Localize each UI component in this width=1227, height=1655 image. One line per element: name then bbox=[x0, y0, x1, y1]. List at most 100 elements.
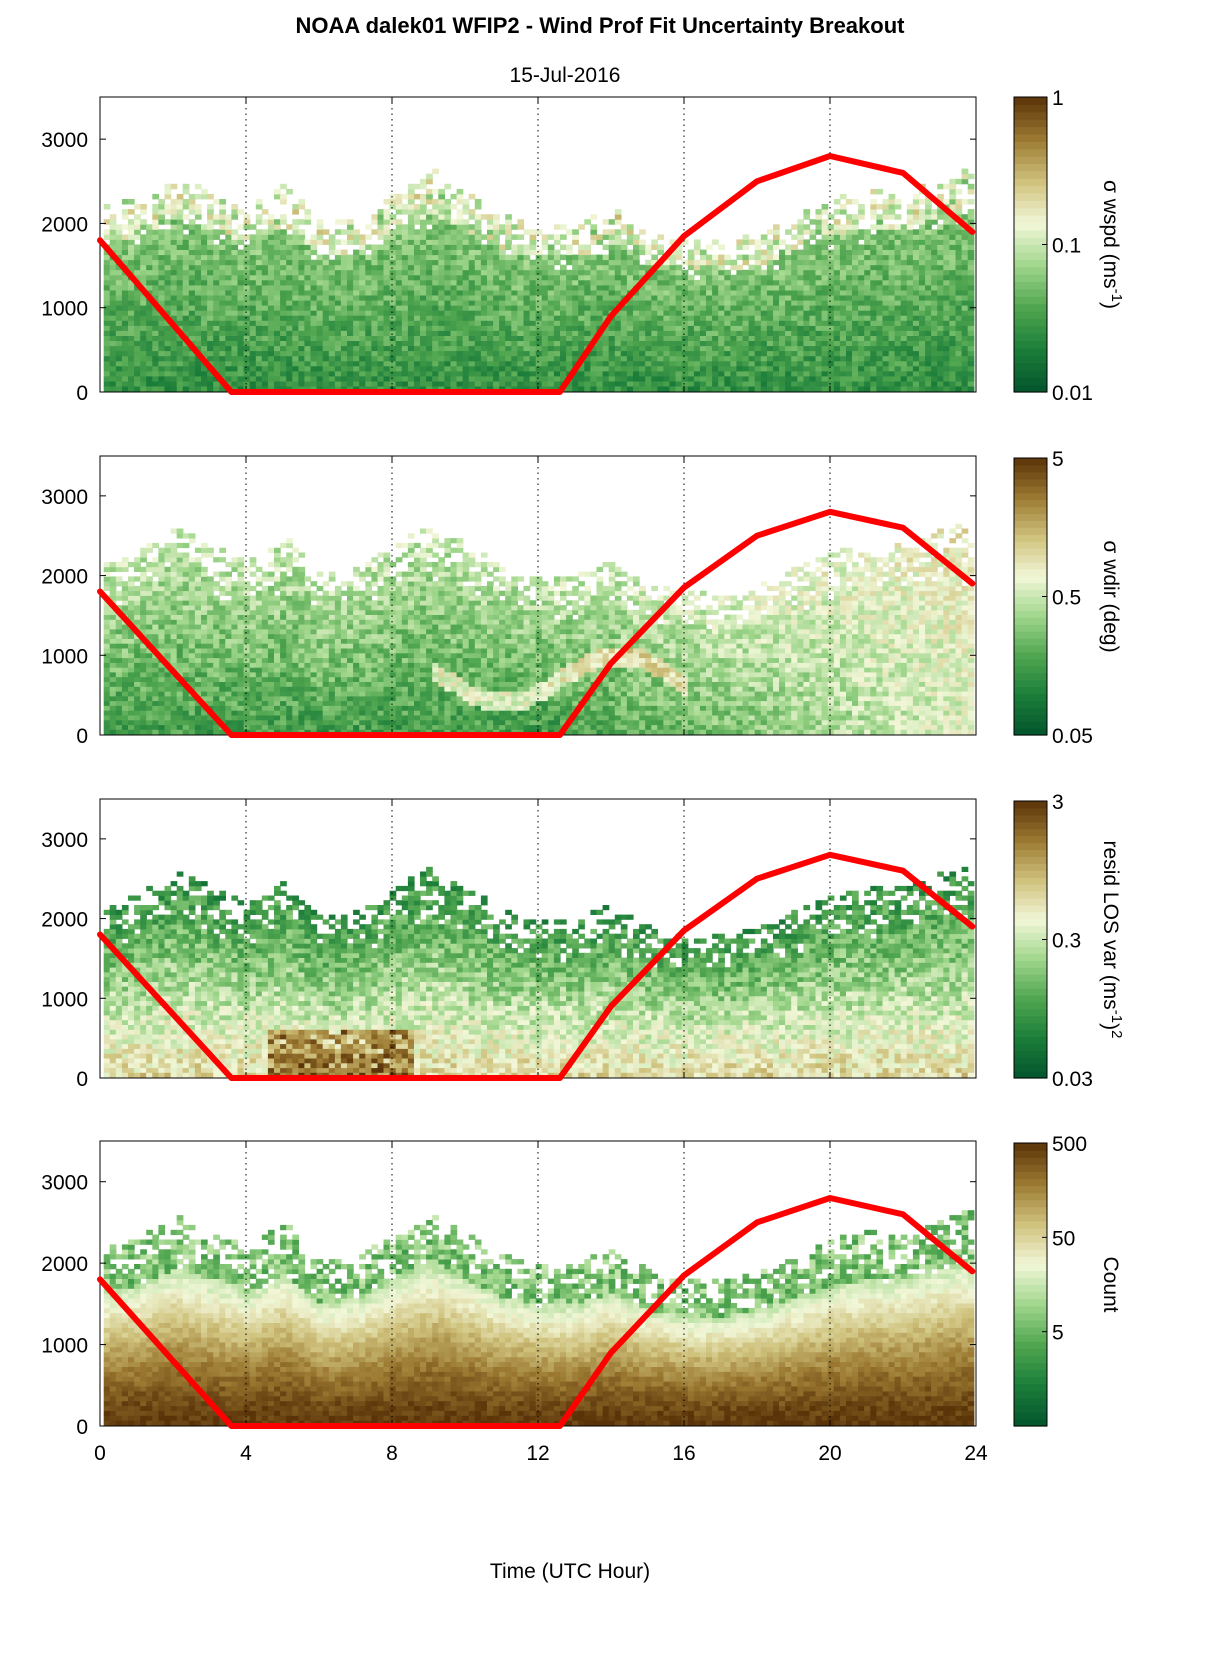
heatmap-cell bbox=[547, 370, 555, 377]
heatmap-cell bbox=[365, 340, 372, 347]
heatmap-cell bbox=[693, 360, 701, 367]
heatmap-cell bbox=[128, 370, 135, 377]
heatmap-cell bbox=[407, 234, 415, 240]
heatmap-cell bbox=[736, 254, 744, 261]
heatmap-cell bbox=[219, 285, 226, 291]
heatmap-cell bbox=[961, 350, 969, 357]
heatmap-cell bbox=[280, 340, 287, 347]
heatmap-cell bbox=[919, 254, 926, 261]
heatmap-cell bbox=[773, 386, 780, 392]
heatmap-cell bbox=[614, 239, 622, 245]
heatmap-cell bbox=[292, 300, 299, 306]
heatmap-cell bbox=[626, 320, 634, 326]
heatmap-cell bbox=[371, 345, 379, 352]
heatmap-cell bbox=[115, 724, 123, 730]
heatmap-cell bbox=[505, 279, 512, 286]
heatmap-cell bbox=[547, 254, 555, 261]
heatmap-cell bbox=[876, 229, 884, 235]
heatmap-cell bbox=[773, 274, 780, 281]
heatmap-cell bbox=[243, 305, 251, 311]
heatmap-cell bbox=[152, 340, 159, 347]
heatmap-cell bbox=[225, 274, 232, 281]
heatmap-cell bbox=[182, 254, 190, 261]
heatmap-cell bbox=[766, 370, 774, 377]
heatmap-cell bbox=[870, 320, 877, 326]
heatmap-cell bbox=[462, 365, 470, 372]
heatmap-cell bbox=[517, 310, 525, 316]
heatmap-cell bbox=[207, 269, 214, 276]
heatmap-cell bbox=[754, 254, 762, 261]
heatmap-cell bbox=[766, 290, 774, 296]
heatmap-cell bbox=[724, 269, 731, 276]
heatmap-cell bbox=[359, 370, 366, 377]
heatmap-cell bbox=[718, 340, 725, 347]
heatmap-cell bbox=[231, 320, 239, 326]
heatmap-cell bbox=[219, 229, 226, 235]
heatmap-cell bbox=[456, 193, 464, 200]
heatmap-cell bbox=[906, 381, 914, 387]
heatmap-cell bbox=[280, 305, 287, 311]
heatmap-cell bbox=[833, 350, 841, 357]
heatmap-cell bbox=[730, 345, 738, 352]
heatmap-cell bbox=[462, 315, 470, 321]
heatmap-cell bbox=[115, 562, 123, 568]
heatmap-cell bbox=[480, 315, 488, 321]
heatmap-cell bbox=[858, 320, 865, 326]
heatmap-cell bbox=[864, 360, 871, 367]
heatmap-cell bbox=[274, 234, 281, 240]
heatmap-cell bbox=[736, 279, 744, 286]
heatmap-cell bbox=[699, 300, 707, 306]
heatmap-cell bbox=[207, 274, 214, 281]
heatmap-cell bbox=[541, 370, 549, 377]
heatmap-cell bbox=[188, 330, 196, 336]
heatmap-cell bbox=[328, 315, 336, 321]
heatmap-cell bbox=[182, 350, 190, 357]
heatmap-cell bbox=[456, 305, 464, 311]
heatmap-cell bbox=[146, 254, 153, 261]
heatmap-cell bbox=[121, 376, 129, 382]
heatmap-cell bbox=[371, 244, 379, 250]
heatmap-cell bbox=[687, 345, 695, 352]
heatmap-cell bbox=[900, 229, 908, 235]
heatmap-cell bbox=[566, 325, 573, 331]
heatmap-cell bbox=[760, 290, 768, 296]
heatmap-cell bbox=[773, 290, 780, 296]
heatmap-cell bbox=[328, 376, 336, 382]
heatmap-cell bbox=[955, 330, 963, 336]
heatmap-cell bbox=[773, 355, 780, 362]
heatmap-cell bbox=[754, 279, 762, 286]
heatmap-cell bbox=[103, 274, 111, 281]
heatmap-cell bbox=[626, 376, 634, 382]
heatmap-cell bbox=[115, 652, 123, 659]
heatmap-cell bbox=[870, 274, 877, 281]
heatmap-cell bbox=[493, 340, 500, 347]
heatmap-cell bbox=[213, 244, 220, 250]
heatmap-cell bbox=[742, 370, 750, 377]
heatmap-cell bbox=[553, 345, 561, 352]
heatmap-cell bbox=[316, 234, 324, 240]
heatmap-cell bbox=[760, 285, 768, 291]
heatmap-cell bbox=[785, 249, 792, 256]
heatmap-cell bbox=[766, 264, 774, 271]
heatmap-cell bbox=[614, 249, 622, 256]
heatmap-cell bbox=[328, 249, 336, 256]
heatmap-cell bbox=[827, 335, 835, 341]
heatmap-cell bbox=[766, 229, 774, 235]
heatmap-cell bbox=[389, 264, 397, 271]
heatmap-cell bbox=[517, 330, 525, 336]
heatmap-cell bbox=[109, 585, 117, 592]
heatmap-cell bbox=[955, 279, 963, 286]
heatmap-cell bbox=[846, 244, 853, 250]
heatmap-cell bbox=[322, 376, 330, 382]
heatmap-cell bbox=[821, 295, 829, 301]
heatmap-cell bbox=[231, 209, 239, 215]
heatmap-cell bbox=[334, 254, 342, 261]
heatmap-cell bbox=[194, 249, 202, 256]
heatmap-cell bbox=[626, 279, 634, 286]
heatmap-cell bbox=[718, 264, 725, 271]
heatmap-cell bbox=[748, 381, 756, 387]
colorbar-segment bbox=[1014, 274, 1047, 282]
heatmap-cell bbox=[152, 365, 159, 372]
heatmap-cell bbox=[310, 345, 318, 352]
heatmap-cell bbox=[164, 244, 172, 250]
